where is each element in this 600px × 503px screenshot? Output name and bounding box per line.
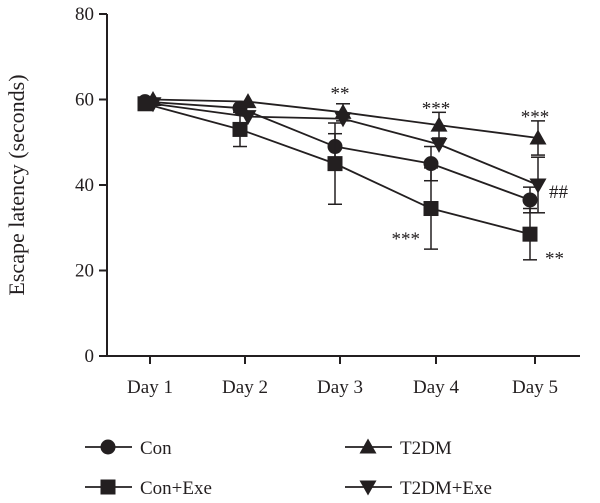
legend-label: Con+Exe [140,478,212,499]
data-point [430,116,448,132]
y-axis: 0 20 40 60 80 Escape latency (seconds) [4,4,108,367]
significance-annotation: *** [422,99,451,120]
legend-marker [359,480,377,496]
data-point [239,93,257,109]
legend-label: T2DM+Exe [400,478,492,499]
data-point [529,178,547,194]
significance-annotation: *** [392,229,421,250]
data-point [522,226,538,242]
series-layer [137,91,547,261]
significance-annotation: ## [549,182,569,203]
legend-item: Con+Exe [85,478,212,499]
x-tick-label: Day 4 [413,377,459,398]
data-point [144,97,162,113]
y-tick-label: 60 [75,90,94,111]
significance-annotation: ** [331,84,350,105]
data-point [529,129,547,145]
x-tick-label: Day 5 [512,377,558,398]
legend-item: T2DM [345,438,452,459]
significance-annotation: *** [521,107,550,128]
x-tick-label: Day 3 [317,377,363,398]
x-ticks: Day 1 Day 2 Day 3 Day 4 Day 5 [127,356,558,398]
y-tick-label: 20 [75,261,94,282]
y-ticks: 0 20 40 60 80 [75,4,107,367]
series-con-exe [137,96,538,261]
data-point [239,110,257,126]
legend-item: T2DM+Exe [345,478,492,499]
y-tick-label: 40 [75,175,94,196]
y-axis-title: Escape latency (seconds) [4,74,29,295]
legend: Con Con+Exe T2DM T2DM+Exe [85,438,492,499]
legend-marker [100,439,116,455]
legend-marker [100,479,116,495]
data-point [430,137,448,153]
legend-item: Con [85,438,172,459]
x-tick-label: Day 2 [222,377,268,398]
y-tick-label: 80 [75,4,94,25]
legend-marker [359,438,377,454]
data-point [232,121,248,137]
data-point [327,156,343,172]
series-t2dm-exe [144,97,547,214]
x-axis: Day 1 Day 2 Day 3 Day 4 Day 5 [107,355,580,398]
y-tick-label: 0 [85,346,95,367]
x-tick-label: Day 1 [127,377,173,398]
annotations: ***** ***##***** [331,84,569,270]
legend-label: T2DM [400,438,452,459]
significance-annotation: ** [545,248,564,269]
legend-label: Con [140,438,172,459]
data-point [334,112,352,128]
data-point [522,192,538,208]
data-point [423,201,439,217]
